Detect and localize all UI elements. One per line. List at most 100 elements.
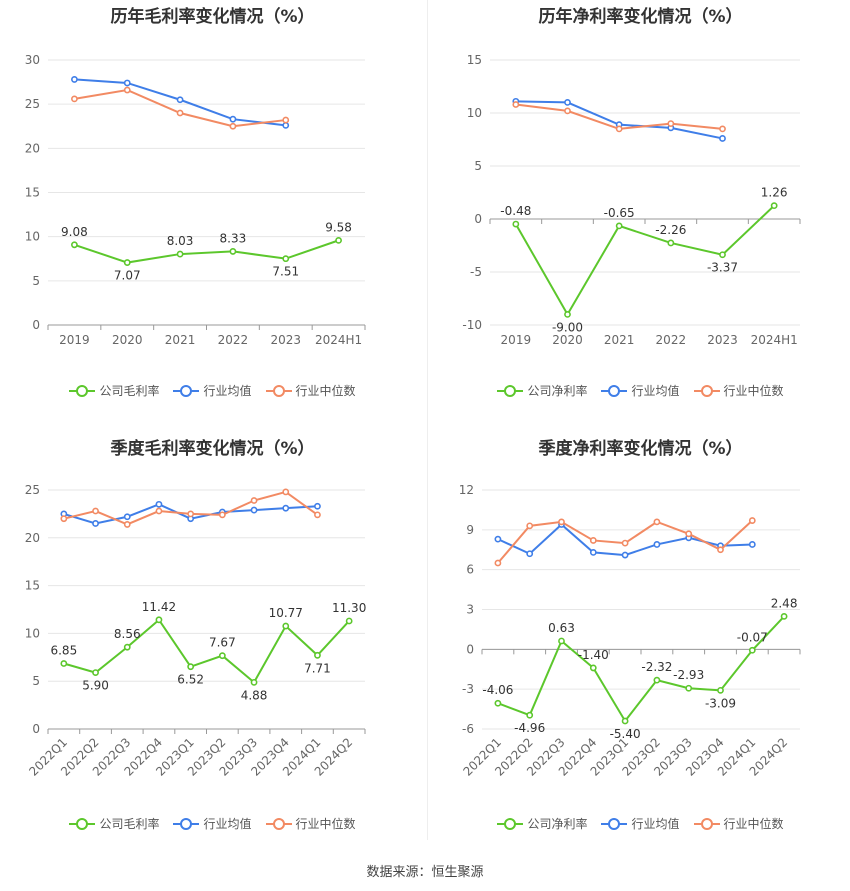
- data-label: -3.09: [705, 696, 736, 710]
- y-tick-label: 10: [25, 230, 40, 244]
- data-label: 1.26: [761, 186, 788, 200]
- chart-legend[interactable]: 公司毛利率 行业均值 行业中位数: [0, 382, 425, 400]
- data-label: 7.71: [304, 661, 331, 675]
- legend-item-median[interactable]: 行业中位数: [265, 815, 356, 832]
- legend-item-median[interactable]: 行业中位数: [265, 382, 356, 399]
- y-tick-label: 9: [466, 523, 474, 537]
- x-tick-label: 2023: [707, 333, 738, 347]
- legend-label: 行业中位数: [295, 817, 356, 831]
- y-tick-label: 5: [32, 674, 40, 688]
- data-point-mean: [92, 520, 99, 527]
- legend-label: 公司净利率: [527, 384, 588, 398]
- legend-marker-icon: [497, 384, 524, 397]
- data-point-company: [218, 652, 226, 660]
- y-tick-label: 6: [466, 563, 474, 577]
- chart-title: 历年毛利率变化情况（%）: [110, 7, 315, 27]
- legend-item-company[interactable]: 公司毛利率: [69, 815, 159, 832]
- data-label: -3.37: [707, 261, 738, 275]
- data-point-company: [685, 684, 693, 692]
- legend-marker-icon: [265, 817, 292, 830]
- chart-legend[interactable]: 公司毛利率 行业均值 行业中位数: [0, 815, 425, 833]
- data-label: 9.08: [61, 225, 88, 239]
- data-point-median: [282, 488, 290, 496]
- legend-label: 公司毛利率: [99, 817, 160, 831]
- legend-marker-icon: [693, 817, 720, 830]
- data-point-company: [229, 248, 237, 255]
- data-point-company: [512, 220, 520, 228]
- quarterly-net-margin-chart: 季度净利率变化情况（%） -6 -3 0 3 6 9 12 2022Q1 2022Q2 2022Q…: [428, 432, 850, 862]
- legend-label: 行业中位数: [295, 384, 356, 398]
- x-tick-label: 2022: [656, 333, 687, 347]
- data-point-median: [250, 497, 258, 504]
- data-label: -0.07: [737, 630, 768, 644]
- data-point-company: [250, 678, 258, 686]
- legend-item-mean[interactable]: 行业均值: [601, 382, 680, 399]
- chart-legend[interactable]: 公司净利率 行业均值 行业中位数: [428, 815, 850, 833]
- data-point-median: [71, 95, 78, 103]
- legend-label: 行业均值: [203, 384, 252, 398]
- legend-item-mean[interactable]: 行业均值: [601, 815, 680, 832]
- data-point-company: [780, 613, 788, 620]
- legend-item-company[interactable]: 公司毛利率: [69, 382, 159, 399]
- y-tick-label: 0: [32, 318, 40, 332]
- legend-marker-icon: [693, 384, 720, 397]
- data-point-company: [123, 643, 131, 651]
- data-label: 7.07: [114, 269, 141, 283]
- data-point-company: [335, 236, 342, 244]
- y-tick-label: 15: [467, 53, 482, 67]
- data-point-company: [176, 250, 184, 258]
- y-tick-label: 10: [467, 106, 482, 120]
- data-point-median: [748, 517, 756, 524]
- data-label: -4.06: [482, 683, 513, 697]
- data-point-median: [564, 107, 571, 115]
- y-tick-label: 0: [466, 642, 474, 656]
- legend-item-median[interactable]: 行业中位数: [693, 815, 784, 832]
- data-label: 11.30: [332, 601, 366, 615]
- data-label: 8.56: [114, 627, 141, 641]
- data-point-median: [123, 86, 131, 94]
- data-label: -1.40: [578, 648, 609, 662]
- chart-legend[interactable]: 公司净利率 行业均值 行业中位数: [428, 382, 850, 400]
- y-tick-label: 12: [459, 483, 474, 497]
- y-tick-label: 30: [25, 53, 40, 67]
- legend-item-company[interactable]: 公司净利率: [497, 815, 587, 832]
- chart-plot: 0 5 10 15 20 25 30 2019 2020 2021 2022 2023 2024H1 9.…: [25, 53, 366, 347]
- y-tick-label: -3: [462, 682, 474, 696]
- annual-gross-margin-chart: 历年毛利率变化情况（%） 0 5 10 15 20 25 30 2019 2020 2021 202…: [0, 0, 425, 430]
- data-point-median: [512, 101, 520, 108]
- y-tick-label: 3: [466, 603, 474, 617]
- legend-item-median[interactable]: 行业中位数: [693, 382, 784, 399]
- data-point-company: [282, 255, 290, 263]
- legend-label: 公司毛利率: [99, 384, 160, 398]
- data-label: -2.32: [641, 660, 672, 674]
- data-point-company: [71, 241, 78, 249]
- data-source: 数据来源：恒生聚源: [366, 865, 484, 880]
- chart-plot: 05101520252022Q12022Q22022Q32022Q42023Q1…: [25, 483, 367, 779]
- y-tick-label: 15: [25, 579, 40, 593]
- series-line-mean: [515, 100, 723, 140]
- legend-item-mean[interactable]: 行业均值: [173, 815, 252, 832]
- x-tick-label: 2021: [165, 333, 196, 347]
- legend-item-company[interactable]: 公司净利率: [497, 382, 587, 399]
- x-tick-label: 2020: [112, 333, 143, 347]
- data-point-company: [653, 676, 661, 684]
- chart-plot: -10 -5 0 5 10 15 2019 2020 2021 2022 2023 2024H1 -0.…: [462, 53, 801, 347]
- data-point-median: [494, 559, 502, 567]
- data-point-mean: [653, 541, 661, 548]
- y-tick-label: 25: [25, 483, 40, 497]
- data-label: -0.65: [604, 206, 635, 220]
- data-point-company: [187, 663, 195, 671]
- data-label: -5.40: [610, 727, 641, 741]
- data-point-company: [314, 651, 321, 659]
- data-point-company: [667, 239, 675, 247]
- series-line-company: [514, 204, 775, 317]
- data-point-mean: [123, 513, 131, 521]
- data-point-mean: [748, 541, 756, 548]
- data-label: 7.67: [209, 636, 236, 650]
- x-tick-label: 2023: [270, 333, 301, 347]
- data-label: 9.58: [325, 220, 352, 234]
- data-point-mean: [719, 135, 726, 142]
- legend-item-mean[interactable]: 行业均值: [173, 382, 252, 399]
- data-point-mean: [494, 535, 502, 543]
- legend-marker-icon: [69, 384, 96, 397]
